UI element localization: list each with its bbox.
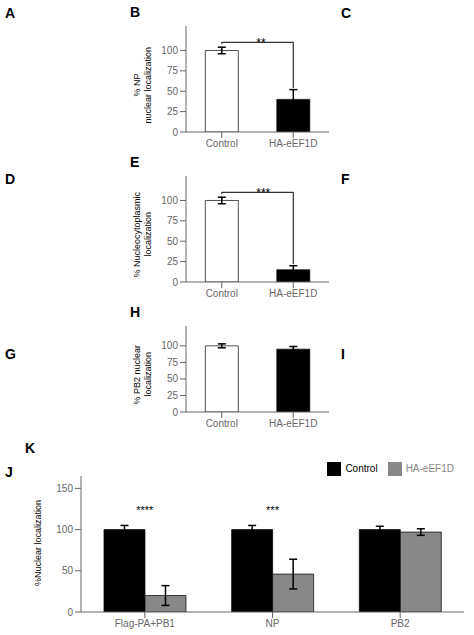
svg-text:25: 25 xyxy=(167,256,179,267)
html-text:J: J xyxy=(5,464,13,480)
svg-text:50: 50 xyxy=(167,86,179,97)
svg-text:***: *** xyxy=(266,504,280,516)
svg-text:Flag-PA+PB1: Flag-PA+PB1 xyxy=(115,618,176,629)
html-text:E: E xyxy=(130,154,140,170)
html-text:H: H xyxy=(130,304,141,320)
svg-text:***: *** xyxy=(256,186,270,200)
svg-text:100: 100 xyxy=(161,195,178,206)
svg-text:100: 100 xyxy=(161,340,178,351)
html-text:G: G xyxy=(5,346,16,362)
svg-text:100: 100 xyxy=(56,524,73,535)
svg-text:100: 100 xyxy=(161,45,178,56)
html-text:% Nucleocytoplasmic localizati: % Nucleocytoplasmic localization xyxy=(132,192,153,278)
svg-text:75: 75 xyxy=(167,215,179,226)
svg-text:PB2: PB2 xyxy=(391,618,410,629)
svg-text:0: 0 xyxy=(172,277,178,288)
svg-text:****: **** xyxy=(136,504,154,516)
svg-text:0: 0 xyxy=(172,127,178,138)
html-text:Control: Control xyxy=(345,462,378,474)
svg-text:50: 50 xyxy=(62,565,74,576)
html-text:K: K xyxy=(25,440,36,456)
svg-text:75: 75 xyxy=(167,357,179,368)
html-text:F: F xyxy=(341,171,350,187)
svg-text:HA-eEF1D: HA-eEF1D xyxy=(269,138,317,149)
html-text:C: C xyxy=(341,5,352,21)
svg-text:50: 50 xyxy=(167,236,179,247)
svg-text:Control: Control xyxy=(206,138,238,149)
svg-text:**: ** xyxy=(256,36,266,50)
svg-text:150: 150 xyxy=(56,483,73,494)
html-text:% NP nuclear localization: % NP nuclear localization xyxy=(132,46,153,124)
html-text:B: B xyxy=(130,4,141,20)
svg-text:Control: Control xyxy=(206,288,238,299)
svg-text:25: 25 xyxy=(167,390,179,401)
html-text:%Nuclear localization: %Nuclear localization xyxy=(32,500,43,586)
svg-text:50: 50 xyxy=(167,373,179,384)
svg-text:25: 25 xyxy=(167,106,179,117)
svg-text:HA-eEF1D: HA-eEF1D xyxy=(269,418,317,429)
svg-text:HA-eEF1D: HA-eEF1D xyxy=(269,288,317,299)
svg-text:75: 75 xyxy=(167,65,179,76)
svg-text:NP: NP xyxy=(266,618,280,629)
html-text:HA-eEF1D: HA-eEF1D xyxy=(405,462,454,474)
svg-text:Control: Control xyxy=(206,418,238,429)
svg-text:0: 0 xyxy=(172,407,178,418)
html-text:A: A xyxy=(5,5,16,21)
html-text:D: D xyxy=(5,171,16,187)
svg-text:0: 0 xyxy=(67,607,73,618)
html-text:% PB2 nuclear localization: % PB2 nuclear localization xyxy=(132,345,153,405)
html-text:I: I xyxy=(341,346,345,362)
